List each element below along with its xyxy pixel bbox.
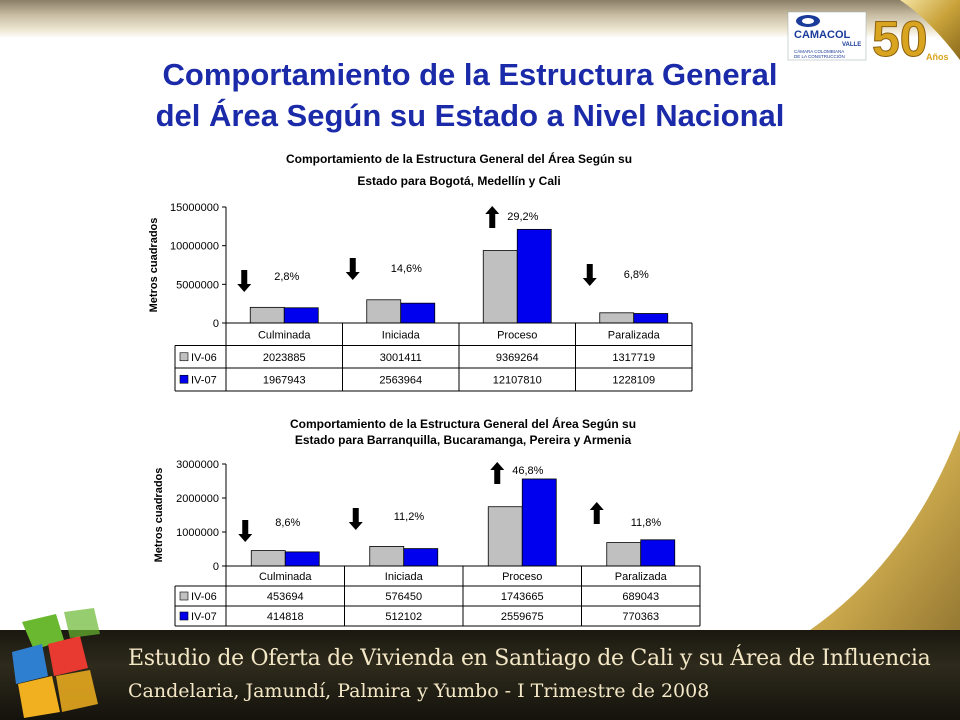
arrow-up-icon [490, 462, 505, 484]
bar-iv-07-culminada [284, 551, 320, 567]
legend-key-iv-07 [179, 611, 189, 621]
legend-label-iv-07: IV-07 [191, 611, 217, 623]
footer-subtitle: Candelaria, Jamundí, Palmira y Yumbo - I… [128, 680, 710, 702]
data-label-iv-06-culminada: 453694 [267, 591, 304, 603]
logo-brand: CAMACOL [794, 29, 850, 41]
chart-title-line2: Estado para Bogotá, Medellín y Cali [357, 174, 560, 188]
change-label-2: 46,8% [512, 465, 543, 477]
bar-iv-06-paralizada [606, 542, 642, 567]
bar-iv-06-proceso [482, 250, 518, 324]
slide-title-line2: del Área Según su Estado a Nivel Naciona… [155, 98, 785, 133]
data-label-iv-07-iniciada: 2563964 [379, 374, 422, 386]
arrow-down-icon [345, 258, 360, 280]
y-axis-label: Metros cuadrados [153, 468, 165, 563]
data-label-iv-06-culminada: 2023885 [263, 352, 306, 364]
change-label-1: 11,2% [394, 511, 425, 523]
logo-anniversary-word: Años [926, 52, 949, 62]
data-label-iv-06-paralizada: 1317719 [612, 352, 655, 364]
category-label-paralizada: Paralizada [615, 571, 668, 583]
footer-title: Estudio de Oferta de Vivienda en Santiag… [128, 646, 931, 671]
y-tick-label: 2000000 [176, 493, 219, 505]
bar-iv-07-proceso [516, 228, 552, 324]
y-tick-label: 5000000 [176, 279, 219, 291]
footer-band [0, 630, 960, 720]
y-tick-label: 15000000 [170, 202, 219, 214]
change-label-3: 6,8% [624, 269, 649, 281]
y-tick-label: 3000000 [176, 459, 219, 471]
logo-tagline1: CÁMARA COLOMBIANA [794, 48, 844, 54]
data-label-iv-07-paralizada: 1228109 [612, 374, 655, 386]
category-label-iniciada: Iniciada [382, 329, 421, 341]
bar-iv-06-iniciada [369, 546, 405, 567]
logo-tagline2: DE LA CONSTRUCCIÓN [794, 53, 845, 59]
bar-iv-07-iniciada [403, 548, 439, 567]
data-label-iv-06-proceso: 1743665 [501, 591, 544, 603]
data-label-iv-07-paralizada: 770363 [622, 611, 659, 623]
data-label-iv-06-iniciada: 576450 [385, 591, 422, 603]
legend-label-iv-07: IV-07 [191, 374, 217, 386]
data-label-iv-07-proceso: 12107810 [493, 374, 542, 386]
change-label-2: 29,2% [507, 211, 538, 223]
data-label-iv-06-paralizada: 689043 [622, 591, 659, 603]
arrow-down-icon [238, 520, 253, 542]
change-label-1: 14,6% [391, 263, 422, 275]
data-label-iv-07-iniciada: 512102 [385, 611, 422, 623]
change-label-0: 8,6% [275, 517, 300, 529]
puzzle-logo [12, 608, 100, 718]
chart-title-line1: Comportamiento de la Estructura General … [286, 151, 632, 166]
logo-anniversary: 50 [872, 11, 928, 66]
category-label-iniciada: Iniciada [385, 571, 424, 583]
bar-iv-06-proceso [487, 506, 523, 567]
legend-key-iv-06 [179, 352, 189, 362]
data-label-iv-07-culminada: 414818 [267, 611, 304, 623]
legend-key-iv-06 [179, 591, 189, 601]
arrow-up-icon [485, 206, 500, 228]
category-label-paralizada: Paralizada [608, 329, 661, 341]
y-tick-label: 0 [213, 561, 219, 573]
chart-title-line1: Comportamiento de la Estructura General … [290, 416, 636, 431]
arrow-down-icon [237, 270, 252, 292]
bar-iv-07-proceso [521, 478, 557, 567]
camacol-logo: CAMACOL VALLE CÁMARA COLOMBIANA DE LA CO… [786, 4, 956, 68]
bar-iv-06-culminada [250, 550, 286, 567]
slide-title-line1: Comportamiento de la Estructura General [162, 57, 778, 92]
data-label-iv-06-iniciada: 3001411 [380, 352, 422, 364]
category-label-culminada: Culminada [258, 329, 311, 341]
logo-region: VALLE [842, 42, 861, 48]
y-axis-label: Metros cuadrados [148, 218, 160, 313]
y-tick-label: 1000000 [176, 527, 219, 539]
category-label-culminada: Culminada [259, 571, 312, 583]
y-tick-label: 0 [213, 318, 219, 330]
arrow-up-icon [589, 502, 604, 524]
data-label-iv-07-proceso: 2559675 [501, 611, 544, 623]
legend-key-iv-07 [179, 374, 189, 384]
chart-title-line2: Estado para Barranquilla, Bucaramanga, P… [295, 433, 632, 447]
bar-iv-07-paralizada [640, 539, 676, 567]
category-label-proceso: Proceso [502, 571, 542, 583]
legend-label-iv-06: IV-06 [191, 591, 217, 603]
change-label-0: 2,8% [274, 271, 299, 283]
legend-label-iv-06: IV-06 [191, 352, 217, 364]
arrow-down-icon [348, 508, 363, 530]
category-label-proceso: Proceso [497, 329, 537, 341]
y-tick-label: 10000000 [170, 241, 219, 253]
gold-corner-decoration [810, 0, 960, 630]
arrow-down-icon [582, 264, 597, 286]
data-label-iv-07-culminada: 1967943 [263, 374, 306, 386]
data-label-iv-06-proceso: 9369264 [496, 352, 539, 364]
change-label-3: 11,8% [631, 517, 662, 529]
